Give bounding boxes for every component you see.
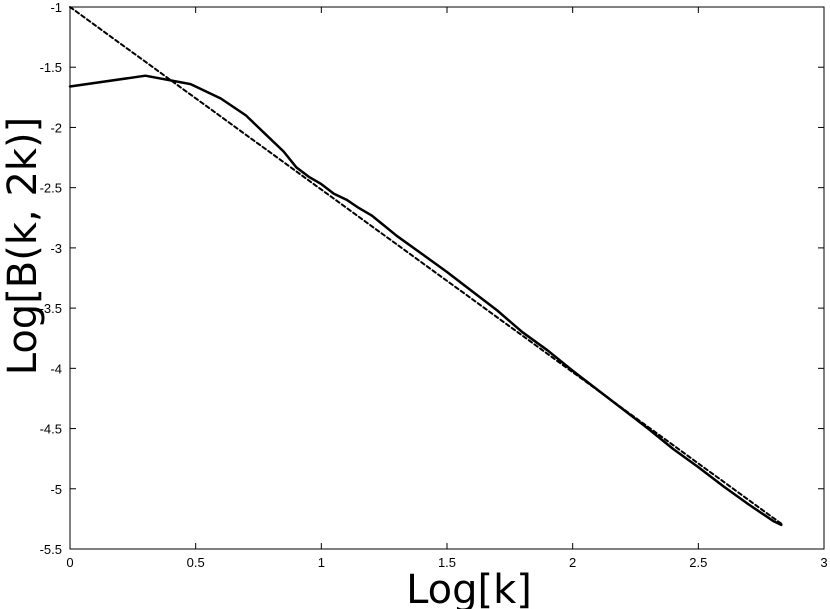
- y-axis-title: Log[B(k, 2k)]: [0, 117, 46, 376]
- x-tick-label: 0: [66, 555, 73, 570]
- y-tick-label: -1.5: [40, 60, 62, 75]
- y-axis: -1 -1.5 -2 -2.5 -3 -3.5 -4 -4.5 -5 -5.5: [40, 0, 824, 557]
- fit-line-dashed: [69, 6, 783, 525]
- y-tick-label: -5.5: [40, 542, 62, 557]
- y-tick-label: -3: [50, 241, 62, 256]
- x-axis: 0 0.5 1 1.5 2 2.5 3: [66, 7, 828, 570]
- x-tick-label: 2.5: [689, 555, 707, 570]
- y-tick-label: -4: [50, 361, 62, 376]
- data-line-solid: [68, 74, 783, 527]
- x-tick-label: 1: [318, 555, 325, 570]
- plot-area: [68, 6, 825, 550]
- x-tick-label: 1.5: [438, 555, 456, 570]
- y-tick-label: -2: [50, 120, 62, 135]
- x-tick-label: 2: [569, 555, 576, 570]
- x-axis-title: Log[k]: [406, 567, 532, 609]
- y-tick-label: -3.5: [40, 301, 62, 316]
- x-tick-label: 3: [820, 555, 827, 570]
- x-tick-label: 0.5: [187, 555, 205, 570]
- y-tick-label: -2.5: [40, 181, 62, 196]
- y-tick-label: -4.5: [40, 422, 62, 437]
- y-tick-label: -1: [50, 0, 62, 15]
- y-tick-label: -5: [50, 482, 62, 497]
